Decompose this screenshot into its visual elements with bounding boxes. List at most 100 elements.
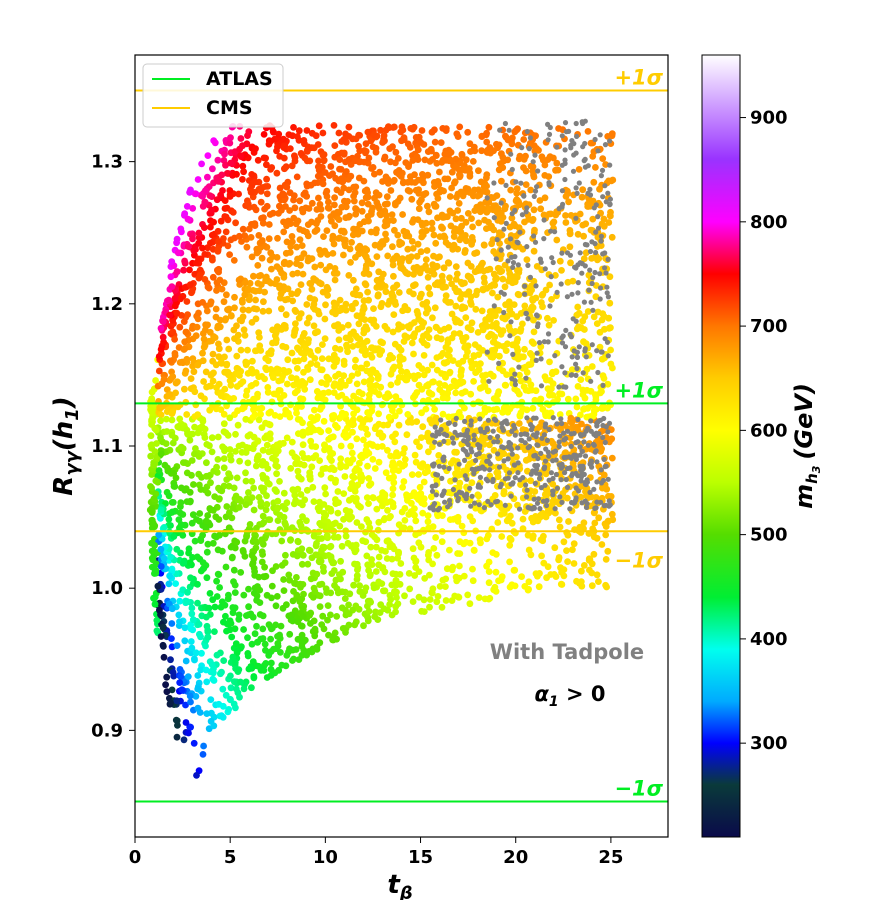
- scatter-point: [221, 368, 229, 376]
- scatter-point: [302, 345, 310, 352]
- scatter-point: [574, 303, 582, 311]
- scatter-point: [214, 324, 222, 332]
- scatter-point: [278, 376, 285, 384]
- scatter-point: [303, 157, 311, 165]
- scatter-point: [593, 320, 601, 327]
- scatter-point: [412, 517, 420, 525]
- scatter-point: [197, 392, 205, 400]
- scatter-point: [158, 380, 166, 388]
- scatter-point: [562, 212, 569, 219]
- scatter-point: [514, 197, 521, 204]
- scatter-point: [566, 230, 574, 237]
- scatter-point: [244, 398, 252, 406]
- scatter-point: [431, 281, 439, 288]
- scatter-point: [204, 633, 212, 641]
- scatter-point: [242, 415, 250, 423]
- scatter-point: [375, 280, 383, 288]
- scatter-point: [252, 287, 259, 295]
- scatter-point: [599, 155, 607, 163]
- scatter-point: [314, 346, 322, 354]
- grey-point: [534, 312, 540, 318]
- scatter-point: [369, 366, 377, 374]
- scatter-point: [485, 568, 493, 575]
- scatter-point: [210, 218, 218, 226]
- scatter-point: [173, 733, 181, 741]
- scatter-point: [555, 516, 563, 524]
- scatter-point: [262, 277, 269, 284]
- scatter-point: [297, 150, 305, 157]
- scatter-point: [340, 136, 348, 143]
- scatter-point: [551, 544, 559, 552]
- scatter-point: [546, 281, 553, 289]
- scatter-point: [432, 202, 440, 210]
- scatter-point: [457, 372, 465, 380]
- scatter-point: [475, 167, 482, 175]
- scatter-point: [588, 363, 596, 370]
- scatter-point: [208, 448, 216, 456]
- scatter-point: [314, 141, 322, 148]
- grey-point: [510, 260, 517, 266]
- scatter-point: [556, 523, 564, 531]
- grey-point: [589, 280, 595, 287]
- scatter-point: [494, 293, 502, 301]
- scatter-point: [581, 394, 589, 402]
- scatter-point: [590, 550, 598, 558]
- scatter-point: [195, 229, 203, 237]
- scatter-point: [187, 723, 195, 731]
- scatter-point: [362, 425, 370, 433]
- scatter-point: [540, 211, 548, 219]
- scatter-point: [171, 352, 179, 359]
- grey-point: [588, 299, 594, 305]
- scatter-point: [293, 409, 300, 417]
- scatter-point: [395, 321, 403, 328]
- scatter-point: [311, 179, 319, 187]
- scatter-point: [452, 515, 459, 523]
- scatter-point: [250, 272, 257, 280]
- scatter-point: [498, 573, 506, 581]
- grey-point: [604, 284, 610, 290]
- scatter-point: [303, 180, 311, 188]
- scatter-point: [239, 313, 247, 321]
- scatter-point: [564, 558, 571, 565]
- scatter-point: [329, 250, 337, 257]
- scatter-point: [436, 583, 444, 590]
- scatter-point: [442, 239, 450, 246]
- scatter-point: [346, 590, 354, 598]
- scatter-point: [331, 142, 339, 150]
- scatter-point: [290, 500, 298, 508]
- scatter-point: [261, 434, 269, 442]
- scatter-point: [420, 478, 428, 486]
- scatter-point: [466, 600, 474, 608]
- scatter-point: [313, 540, 320, 547]
- scatter-point: [371, 465, 379, 472]
- scatter-point: [299, 551, 307, 559]
- scatter-point: [259, 471, 267, 479]
- grey-point: [597, 285, 604, 291]
- scatter-point: [280, 154, 288, 162]
- grey-point: [587, 267, 593, 273]
- scatter-point: [420, 352, 428, 359]
- grey-point: [484, 195, 490, 201]
- scatter-point: [456, 562, 463, 570]
- scatter-point: [424, 463, 431, 471]
- scatter-point: [433, 551, 441, 559]
- scatter-point: [418, 434, 425, 441]
- scatter-point: [315, 166, 323, 174]
- scatter-point: [525, 215, 533, 223]
- scatter-point: [291, 579, 298, 587]
- scatter-point: [584, 308, 592, 315]
- scatter-point: [456, 123, 464, 131]
- scatter-point: [425, 549, 433, 556]
- grey-point: [491, 215, 497, 221]
- scatter-point: [605, 314, 613, 322]
- scatter-point: [183, 355, 191, 363]
- scatter-point: [351, 157, 359, 165]
- scatter-point: [594, 308, 602, 316]
- scatter-point: [592, 293, 600, 301]
- scatter-point: [213, 177, 221, 185]
- scatter-point: [198, 649, 205, 657]
- scatter-point: [263, 501, 271, 508]
- scatter-point: [391, 412, 399, 420]
- scatter-point: [200, 335, 208, 343]
- scatter-point: [462, 334, 470, 341]
